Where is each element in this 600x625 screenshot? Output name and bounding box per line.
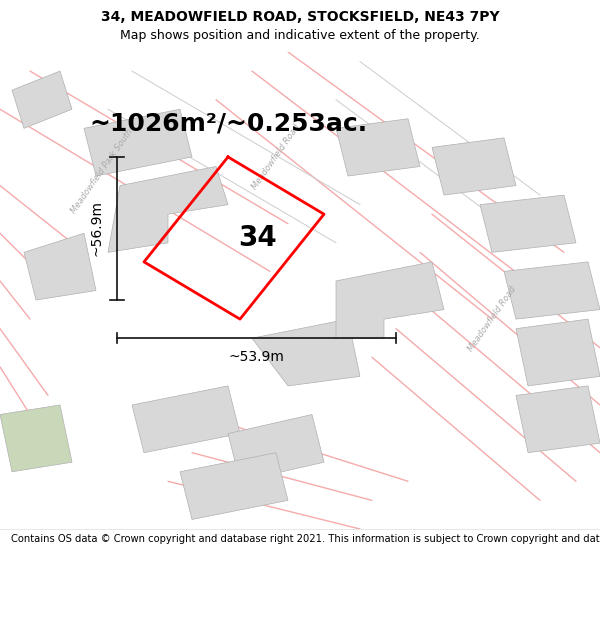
Text: Meadowfield Park South: Meadowfield Park South [70,127,134,215]
Polygon shape [432,138,516,195]
Text: Meadowfield Road: Meadowfield Road [466,285,518,353]
Text: Map shows position and indicative extent of the property.: Map shows position and indicative extent… [120,29,480,42]
Text: 34, MEADOWFIELD ROAD, STOCKSFIELD, NE43 7PY: 34, MEADOWFIELD ROAD, STOCKSFIELD, NE43 … [101,11,499,24]
Polygon shape [24,233,96,300]
Polygon shape [504,262,600,319]
Polygon shape [228,414,324,481]
Polygon shape [336,262,444,338]
Text: ~56.9m: ~56.9m [90,201,104,256]
Text: Contains OS data © Crown copyright and database right 2021. This information is : Contains OS data © Crown copyright and d… [11,534,600,544]
Polygon shape [480,195,576,252]
Polygon shape [336,119,420,176]
Polygon shape [132,386,240,452]
Polygon shape [252,319,360,386]
Polygon shape [180,452,288,519]
Polygon shape [108,166,228,252]
Text: ~53.9m: ~53.9m [229,350,284,364]
Text: Meadowfield Road: Meadowfield Road [250,122,302,191]
Polygon shape [516,386,600,452]
Polygon shape [12,71,72,128]
Text: ~1026m²/~0.253ac.: ~1026m²/~0.253ac. [89,112,367,136]
Text: 34: 34 [239,224,277,252]
Polygon shape [516,319,600,386]
Polygon shape [84,109,192,176]
Polygon shape [0,405,72,472]
